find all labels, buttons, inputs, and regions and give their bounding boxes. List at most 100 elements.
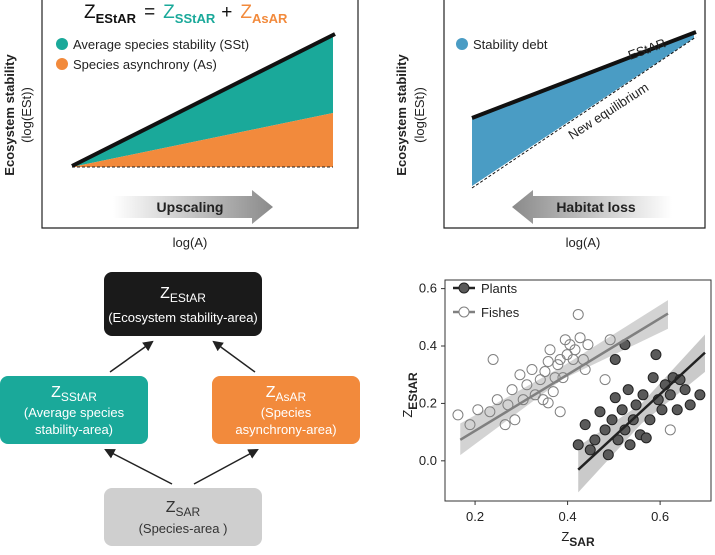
point: [554, 406, 566, 418]
point: [544, 344, 556, 356]
point: [640, 432, 652, 444]
point: [464, 419, 476, 431]
point: [602, 449, 614, 461]
node: [104, 488, 262, 546]
point: [594, 406, 606, 418]
equation: ZEStAR = ZSStAR + ZAsAR: [84, 2, 288, 26]
point: [630, 399, 642, 411]
node-sub: AsAR: [276, 390, 307, 404]
point: [679, 384, 691, 396]
scatter-chart: ZEStAR ZSAR 0.2 0.4 0.60.00.20.40.6 PlantsF…: [400, 279, 712, 549]
point: [589, 434, 601, 446]
fit-line: [577, 351, 706, 471]
point: [579, 419, 591, 431]
point: [572, 439, 584, 451]
node-sub: SStAR: [61, 390, 97, 404]
point: [574, 332, 586, 344]
node-desc: (Species-area ): [139, 521, 228, 536]
point: [529, 389, 541, 401]
frame: [41, 0, 359, 229]
point: [509, 414, 521, 426]
legend-marker: [458, 282, 470, 294]
point: [637, 389, 649, 401]
diagram: ZEStAR (Ecosystem stability-area) Z SStAR…: [0, 272, 360, 546]
legend-label: Average species stability (SSt): [73, 37, 249, 52]
x-axis-label: log(A): [173, 235, 208, 250]
legend-swatch: [456, 38, 468, 50]
y-axis-label: (log(ESt)): [19, 87, 34, 143]
node-sub: EStAR: [170, 291, 206, 305]
stability-debt-area: [472, 33, 694, 186]
point: [499, 419, 511, 431]
x-tick-label: 0.2: [466, 509, 484, 524]
point: [539, 366, 551, 378]
y-axis-label: ZEStAR: [400, 372, 420, 418]
legend-swatch: [56, 38, 68, 50]
panel-b: Stability debt EStAR New equilibrium Hab…: [394, 0, 706, 250]
frame: [443, 0, 706, 229]
legend-label: Species asynchrony (As): [73, 57, 217, 72]
node-title: ZEStAR: [160, 285, 206, 305]
point: [472, 404, 484, 416]
point: [671, 404, 683, 416]
estar-line: [71, 32, 336, 168]
axis-main: Z: [561, 529, 569, 544]
point: [694, 389, 706, 401]
point: [506, 384, 518, 396]
legend-label: Fishes: [481, 305, 520, 320]
arrow: [512, 190, 672, 224]
x-axis-label: ZSAR: [561, 529, 595, 549]
node-desc: (Species: [261, 405, 312, 420]
legend-label: Plants: [481, 281, 518, 296]
node-desc: asynchrony-area): [235, 422, 336, 437]
point: [584, 444, 596, 456]
point: [542, 397, 554, 409]
point: [569, 344, 581, 356]
node-title: ZSAR: [166, 499, 201, 519]
point: [547, 386, 559, 398]
point: [599, 374, 611, 386]
arrow: [113, 190, 273, 224]
point: [487, 354, 499, 366]
arrow-label: Upscaling: [157, 199, 224, 215]
edge: [212, 340, 256, 373]
node-title: ZAsAR: [266, 384, 307, 404]
point: [616, 404, 628, 416]
axis-main: Z: [400, 410, 415, 418]
y-tick-label: 0.4: [419, 338, 437, 353]
y-tick-label: 0.6: [419, 281, 437, 296]
node: [104, 272, 262, 336]
point: [552, 359, 564, 371]
point: [624, 439, 636, 451]
point: [604, 334, 616, 346]
point: [542, 356, 554, 368]
y-axis-label: (log(ESt)): [412, 87, 427, 143]
point: [644, 414, 656, 426]
point: [664, 424, 676, 436]
point: [599, 424, 611, 436]
point: [521, 379, 533, 391]
point: [656, 404, 668, 416]
node-desc: (Ecosystem stability-area): [108, 310, 258, 325]
point: [609, 392, 621, 404]
y-tick-label: 0.0: [419, 453, 437, 468]
point: [491, 394, 503, 406]
node-sub: SAR: [176, 505, 201, 519]
node-desc: stability-area): [35, 422, 113, 437]
axis-sub: SAR: [569, 535, 595, 549]
term-sub: SStAR: [175, 11, 216, 26]
x-tick-label: 0.4: [559, 509, 577, 524]
point: [526, 364, 538, 376]
node-main: Z: [266, 384, 276, 401]
legend-label: Stability debt: [473, 37, 548, 52]
node: [0, 376, 148, 444]
asynchrony-area: [72, 113, 333, 167]
legend-marker: [458, 306, 470, 318]
axis-sub: EStAR: [406, 372, 420, 410]
term: Z: [240, 2, 252, 23]
term-sub: EStAR: [96, 11, 137, 26]
point: [557, 372, 569, 384]
node-desc: (Average species: [24, 405, 125, 420]
point: [514, 369, 526, 381]
